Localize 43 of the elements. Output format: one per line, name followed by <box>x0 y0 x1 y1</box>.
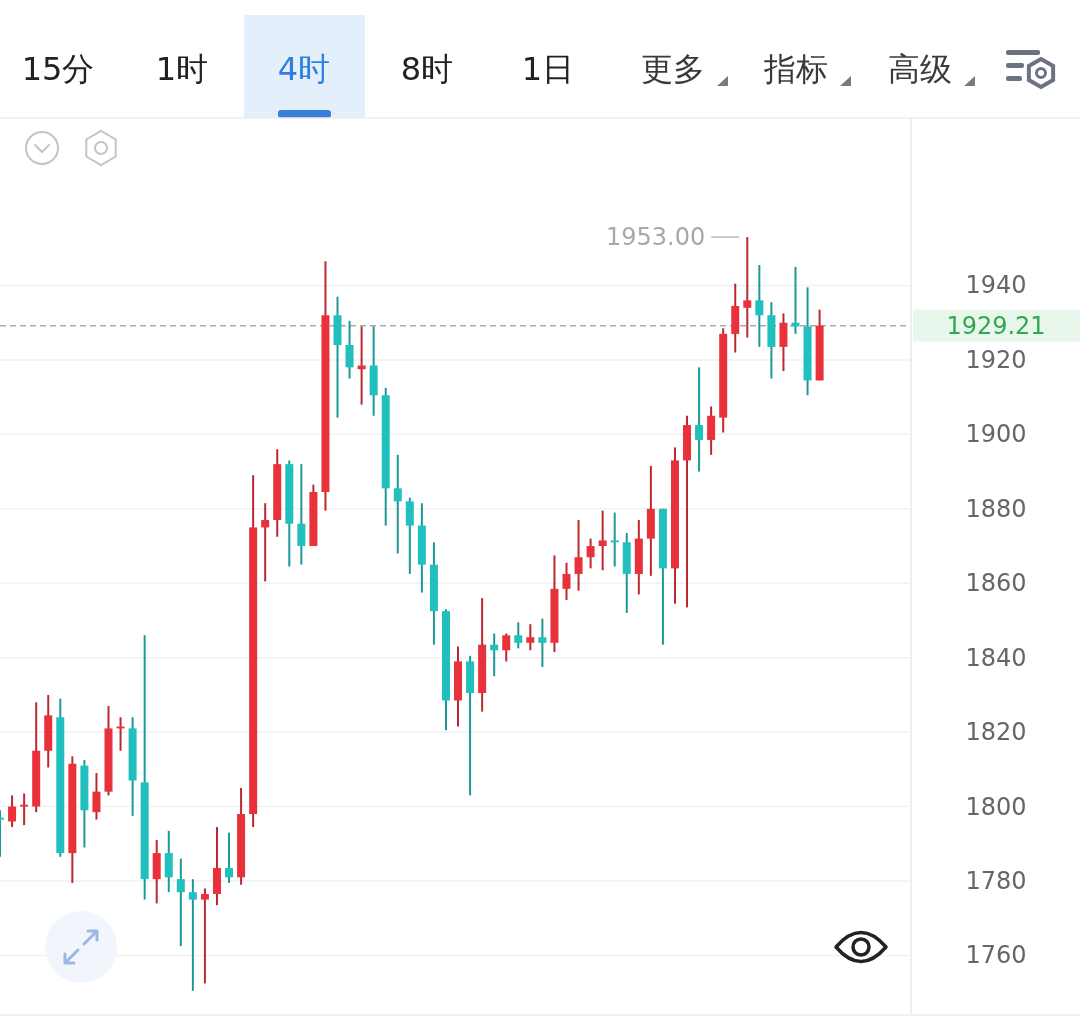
y-tick-label: 1780 <box>965 867 1027 896</box>
text: 8时 <box>400 50 454 88</box>
text: 1时 <box>155 50 209 88</box>
candlestick <box>526 623 535 652</box>
candlestick <box>92 772 101 821</box>
candlestick <box>225 831 234 884</box>
candlestick <box>20 792 29 827</box>
candlestick <box>598 509 607 572</box>
candlestick <box>743 236 752 339</box>
candlestick <box>345 319 354 380</box>
text: 指标 <box>763 50 828 88</box>
candlestick <box>8 794 17 829</box>
candlestick <box>755 264 764 348</box>
candlestick <box>393 453 402 555</box>
y-tick-label: 1760 <box>965 941 1027 970</box>
y-tick-label: 1820 <box>965 718 1027 747</box>
candlestick <box>200 887 209 985</box>
ref-line-label: 1929.21 <box>946 311 1046 340</box>
candlestick <box>538 617 547 668</box>
candlestick <box>297 463 306 566</box>
candlestick <box>574 518 583 592</box>
text: 1日 <box>521 50 575 88</box>
candlestick <box>695 366 704 473</box>
candlestick <box>188 878 197 992</box>
candlestick <box>502 632 511 663</box>
candlestick <box>586 537 595 570</box>
text: 高级 <box>888 50 952 88</box>
text: 15分 <box>21 50 95 88</box>
y-tick-label: 1800 <box>965 792 1027 821</box>
text: 4时 <box>277 50 331 88</box>
text: 更多 <box>641 50 705 88</box>
y-tick-label: 1840 <box>965 643 1027 672</box>
candlestick <box>610 511 619 568</box>
candlestick <box>176 857 185 948</box>
y-tick-label: 1900 <box>965 420 1027 449</box>
candlestick <box>514 621 523 650</box>
y-tick-label: 1940 <box>965 271 1027 300</box>
annotation: 1953.00 <box>606 223 706 252</box>
y-tick-label: 1860 <box>965 569 1027 598</box>
candlestick <box>261 502 270 583</box>
candlestick <box>562 561 571 601</box>
y-tick-label: 1880 <box>965 494 1027 523</box>
y-tick-label: 1920 <box>965 345 1027 374</box>
